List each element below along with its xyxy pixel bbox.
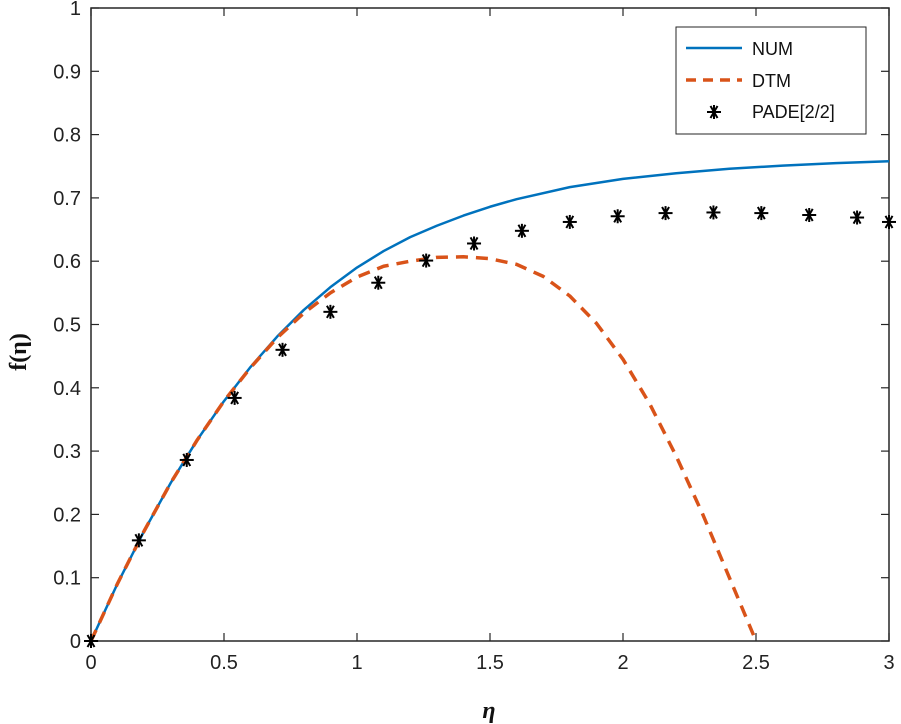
data-point-pade-2-2: [514, 223, 529, 238]
x-tick-label: 3: [883, 652, 894, 674]
legend-label-num: NUM: [752, 39, 793, 59]
y-tick-label: 0.5: [53, 315, 81, 337]
y-tick-label: 0.2: [53, 504, 81, 526]
legend-marker-asterisk: [707, 105, 721, 119]
data-point-pade-2-2: [562, 214, 577, 229]
data-point-pade-2-2: [179, 452, 194, 467]
series-layer: [84, 159, 896, 648]
x-axis: 0 0.5 1 1.5 2 2.5 3: [85, 8, 895, 674]
x-tick-label: 2.5: [742, 652, 770, 674]
y-tick-label: 1: [70, 0, 81, 20]
x-tick-label: 0.5: [210, 652, 238, 674]
series-line-dtm: [89, 255, 758, 642]
data-point-pade-2-2: [754, 206, 769, 221]
y-tick-label: 0.4: [53, 378, 81, 400]
series-pade-2-2: [84, 205, 896, 648]
data-point-pade-2-2: [706, 205, 721, 220]
data-point-pade-2-2: [882, 214, 896, 229]
series-line-num: [89, 159, 890, 642]
legend: NUM DTM PADE[2/2]: [675, 26, 867, 135]
y-axis: 0 0.1 0.2 0.3 0.4 0.5 0.6 0.7 0.8 0.9 1: [53, 0, 889, 653]
y-tick-label: 0.1: [53, 568, 81, 590]
y-tick-label: 0.8: [53, 125, 81, 147]
y-axis-label: f(η): [6, 333, 32, 371]
y-tick-label: 0: [70, 631, 81, 653]
legend-label-dtm: DTM: [752, 71, 791, 91]
data-point-pade-2-2: [323, 304, 338, 319]
data-point-pade-2-2: [850, 210, 865, 225]
y-tick-label: 0.3: [53, 441, 81, 463]
legend-label-pade: PADE[2/2]: [752, 102, 835, 122]
data-point-pade-2-2: [131, 533, 146, 548]
y-tick-label: 0.6: [53, 251, 81, 273]
x-axis-label: η: [482, 698, 495, 724]
legend-swatch-pade: [707, 105, 721, 119]
x-tick-label: 2: [617, 652, 628, 674]
x-tick-label: 1: [351, 652, 362, 674]
x-tick-label: 0: [85, 652, 96, 674]
y-tick-label: 0.9: [53, 61, 81, 83]
data-point-pade-2-2: [419, 253, 434, 268]
data-point-pade-2-2: [610, 209, 625, 224]
data-point-pade-2-2: [467, 236, 482, 251]
data-point-pade-2-2: [658, 206, 673, 221]
data-point-pade-2-2: [371, 275, 386, 290]
data-point-pade-2-2: [227, 390, 242, 405]
y-tick-label: 0.7: [53, 188, 81, 210]
data-point-pade-2-2: [275, 342, 290, 357]
data-point-pade-2-2: [84, 634, 98, 648]
data-point-pade-2-2: [802, 207, 817, 222]
x-tick-label: 1.5: [476, 652, 504, 674]
